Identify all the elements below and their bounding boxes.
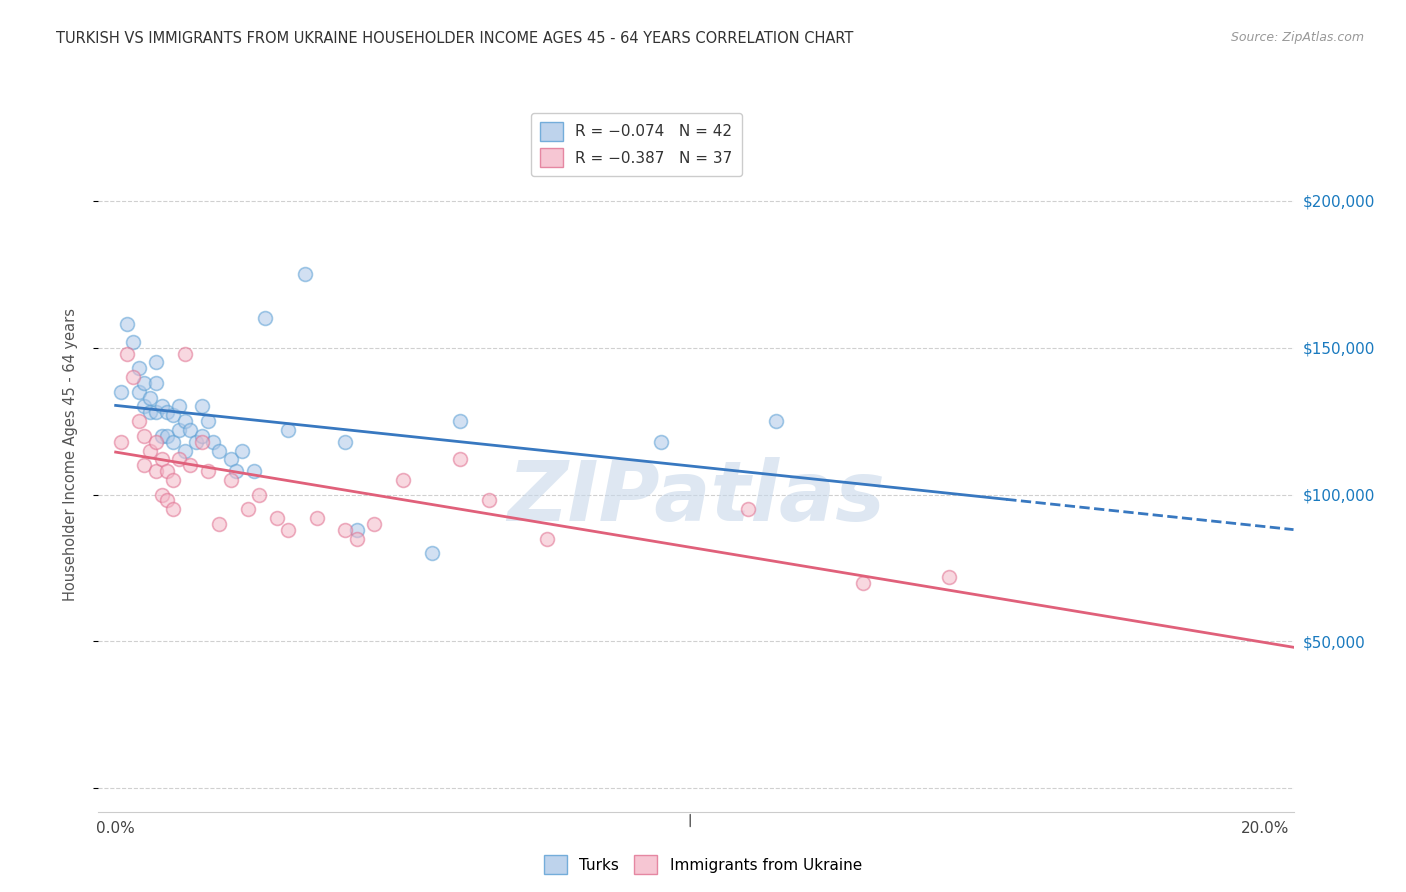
Point: [150, 429, 173, 443]
Point: [156, 405, 179, 419]
Point: [191, 400, 214, 414]
Point: [134, 376, 156, 390]
Point: [231, 443, 253, 458]
Point: [139, 391, 162, 405]
Point: [162, 502, 184, 516]
Point: [167, 400, 190, 414]
Point: [115, 346, 138, 360]
Legend: Turks, Immigrants from Ukraine: Turks, Immigrants from Ukraine: [538, 849, 868, 880]
Point: [110, 434, 132, 449]
Point: [134, 458, 156, 473]
Point: [167, 452, 190, 467]
Point: [335, 523, 357, 537]
Point: [115, 317, 138, 331]
Legend: R = −0.074   N = 42, R = −0.387   N = 37: R = −0.074 N = 42, R = −0.387 N = 37: [531, 113, 741, 176]
Y-axis label: Householder Income Ages 45 - 64 years: Householder Income Ages 45 - 64 years: [63, 309, 77, 601]
Point: [294, 268, 316, 282]
Point: [173, 443, 195, 458]
Point: [938, 570, 960, 584]
Point: [139, 443, 162, 458]
Point: [197, 414, 219, 428]
Point: [145, 376, 167, 390]
Point: [478, 493, 501, 508]
Point: [392, 473, 415, 487]
Point: [156, 429, 179, 443]
Point: [305, 511, 328, 525]
Point: [150, 487, 173, 501]
Point: [219, 473, 242, 487]
Point: [184, 434, 207, 449]
Point: [277, 423, 299, 437]
Point: [150, 400, 173, 414]
Point: [156, 464, 179, 478]
Point: [449, 452, 471, 467]
Point: [737, 502, 759, 516]
Point: [219, 452, 242, 467]
Point: [145, 464, 167, 478]
Point: [852, 575, 875, 590]
Text: ZIPatlas: ZIPatlas: [508, 458, 884, 538]
Text: TURKISH VS IMMIGRANTS FROM UKRAINE HOUSEHOLDER INCOME AGES 45 - 64 YEARS CORRELA: TURKISH VS IMMIGRANTS FROM UKRAINE HOUSE…: [56, 31, 853, 46]
Point: [162, 409, 184, 423]
Point: [208, 516, 231, 531]
Point: [765, 414, 787, 428]
Point: [145, 355, 167, 369]
Point: [242, 464, 264, 478]
Point: [254, 311, 277, 326]
Point: [134, 400, 156, 414]
Point: [122, 334, 145, 349]
Point: [191, 434, 214, 449]
Point: [134, 429, 156, 443]
Point: [179, 458, 201, 473]
Point: [363, 516, 385, 531]
Point: [173, 346, 195, 360]
Point: [346, 532, 368, 546]
Point: [167, 423, 190, 437]
Point: [208, 443, 231, 458]
Point: [449, 414, 471, 428]
Point: [128, 361, 150, 376]
Point: [110, 384, 132, 399]
Point: [420, 546, 443, 560]
Point: [145, 405, 167, 419]
Point: [202, 434, 225, 449]
Point: [145, 434, 167, 449]
Point: [197, 464, 219, 478]
Point: [156, 493, 179, 508]
Point: [650, 434, 672, 449]
Point: [179, 423, 201, 437]
Point: [128, 414, 150, 428]
Point: [335, 434, 357, 449]
Point: [277, 523, 299, 537]
Point: [346, 523, 368, 537]
Point: [162, 473, 184, 487]
Point: [236, 502, 259, 516]
Point: [191, 429, 214, 443]
Text: Source: ZipAtlas.com: Source: ZipAtlas.com: [1230, 31, 1364, 45]
Point: [128, 384, 150, 399]
Point: [150, 452, 173, 467]
Point: [536, 532, 558, 546]
Point: [266, 511, 288, 525]
Point: [122, 370, 145, 384]
Point: [225, 464, 247, 478]
Point: [247, 487, 270, 501]
Point: [173, 414, 195, 428]
Point: [162, 434, 184, 449]
Point: [139, 405, 162, 419]
